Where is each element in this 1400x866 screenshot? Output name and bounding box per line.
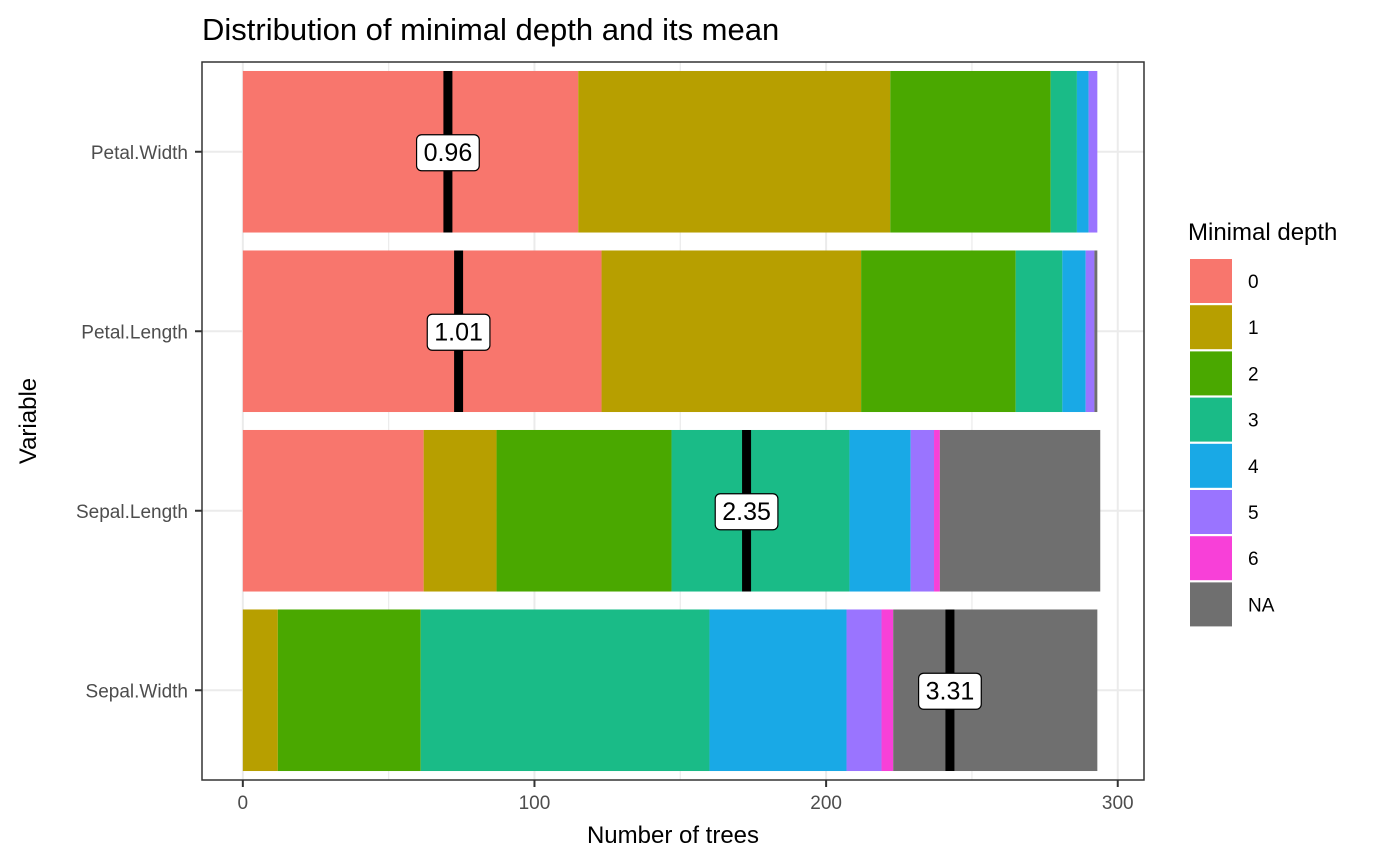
y-axis-title: Variable — [15, 378, 42, 464]
legend-label: 1 — [1248, 318, 1259, 339]
x-tick-label: 0 — [238, 793, 249, 814]
plot-border — [201, 61, 1145, 781]
mean-label-group: 3.31 — [917, 672, 982, 710]
legend-label: NA — [1248, 595, 1275, 616]
bar-segment — [601, 250, 862, 413]
bar-segment — [846, 609, 882, 772]
bar-segment — [242, 250, 602, 413]
legend-swatch — [1190, 443, 1232, 488]
bar-segment — [849, 429, 911, 592]
y-tick-label: Petal.Width — [91, 143, 188, 164]
legend-swatch — [1190, 582, 1232, 627]
legend-swatch — [1190, 305, 1232, 350]
bar-segment — [578, 70, 891, 233]
bar-segment — [890, 70, 1051, 233]
legend: Minimal depth 0 1 2 3 4 5 6 NA — [1188, 219, 1337, 627]
bar-segment — [277, 609, 421, 772]
bar-segment — [1085, 250, 1095, 413]
bar-segment — [242, 70, 579, 233]
mean-markers: 0.96 1.01 2.35 3.31 — [415, 70, 982, 772]
bar-segment — [1015, 250, 1063, 413]
legend-swatch — [1190, 351, 1232, 396]
legend-swatch — [1190, 259, 1232, 303]
mean-value-label: 1.01 — [434, 318, 483, 346]
bar-segment — [1088, 70, 1098, 233]
x-tick-label: 200 — [810, 793, 842, 814]
x-axis-title: Number of trees — [587, 822, 759, 849]
legend-label: 2 — [1248, 364, 1259, 385]
legend-label: 5 — [1248, 503, 1259, 524]
bar-segment — [881, 609, 894, 772]
bar-segment — [242, 609, 278, 772]
mean-label-group: 1.01 — [426, 313, 491, 351]
legend-title: Minimal depth — [1188, 219, 1337, 246]
bar-segment — [242, 429, 424, 592]
mean-value-label: 3.31 — [926, 677, 975, 705]
legend-label: 0 — [1248, 272, 1259, 293]
legend-swatch — [1190, 397, 1232, 442]
bar-segment — [420, 609, 710, 772]
mean-label-box — [714, 493, 779, 531]
mean-label-group: 2.35 — [714, 493, 779, 531]
legend-swatch — [1190, 536, 1232, 581]
mean-value-label: 2.35 — [722, 498, 771, 526]
bar-segment — [496, 429, 672, 592]
bar-segment — [1076, 70, 1089, 233]
legend-label: 3 — [1248, 411, 1259, 432]
plot-panel: 0.96 1.01 2.35 3.31 — [201, 61, 1145, 781]
mean-label-box — [415, 134, 480, 172]
bar-segment — [910, 429, 935, 592]
bar-segment — [861, 250, 1016, 413]
mean-label-group: 0.96 — [415, 134, 480, 172]
bar-segment — [1094, 250, 1098, 413]
y-tick-label: Petal.Length — [81, 322, 188, 343]
bar-segment — [939, 429, 1101, 592]
chart-title: Distribution of minimal depth and its me… — [202, 12, 779, 47]
bar-stack-group — [242, 70, 1101, 772]
y-tick-label: Sepal.Width — [86, 681, 188, 702]
legend-label: 6 — [1248, 549, 1259, 570]
x-axis: 0 100 200 300 — [238, 780, 1134, 814]
bar-segment — [423, 429, 497, 592]
y-axis: Petal.Width Petal.Length Sepal.Length Sepal… — [76, 143, 202, 702]
mean-label-box — [426, 313, 491, 351]
bar-segment — [934, 429, 940, 592]
legend-label: 4 — [1248, 457, 1259, 478]
bar-segment — [1062, 250, 1086, 413]
legend-swatch — [1190, 490, 1232, 534]
y-tick-label: Sepal.Length — [76, 502, 188, 523]
bar-segment — [1050, 70, 1077, 233]
mean-label-box — [917, 672, 982, 710]
bar-segment — [709, 609, 847, 772]
x-tick-label: 300 — [1102, 793, 1134, 814]
x-tick-label: 100 — [519, 793, 551, 814]
mean-value-label: 0.96 — [424, 139, 473, 167]
